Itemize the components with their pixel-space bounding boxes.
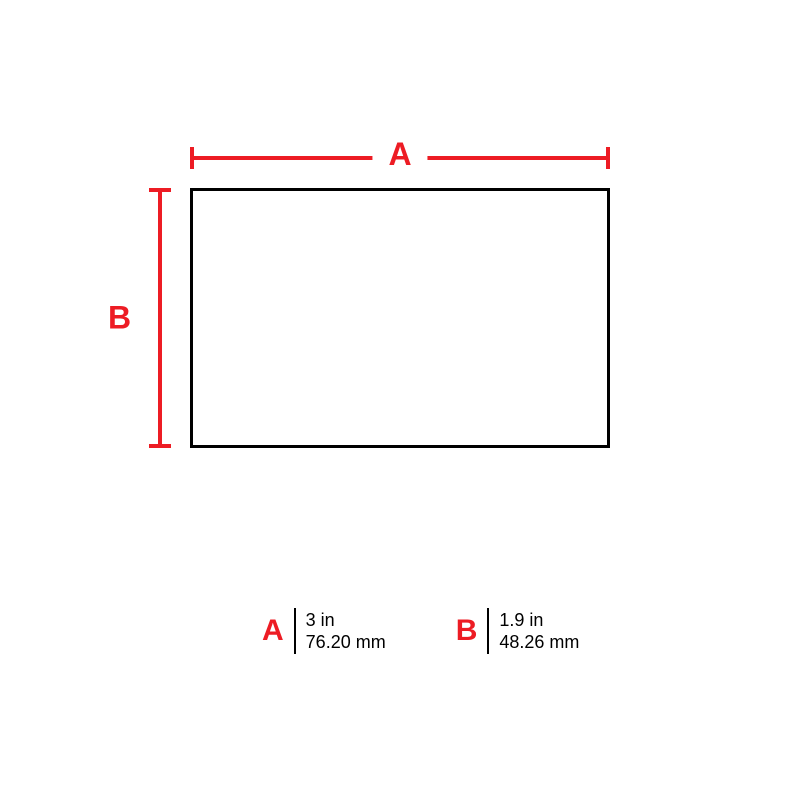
legend-item-a: A 3 in 76.20 mm (262, 608, 386, 654)
dimension-a-cap-right (606, 147, 610, 169)
legend-a-inches: 3 in (306, 609, 386, 632)
dimension-legend: A 3 in 76.20 mm B 1.9 in 48.26 mm (262, 608, 579, 654)
spec-rectangle (190, 188, 610, 448)
legend-letter-a: A (262, 614, 294, 648)
legend-a-mm: 76.20 mm (306, 631, 386, 654)
dimension-b-label: B (108, 290, 131, 347)
dimension-b-cap-top (149, 188, 171, 192)
legend-letter-b: B (456, 614, 488, 648)
dimension-b-cap-bottom (149, 444, 171, 448)
legend-item-b: B 1.9 in 48.26 mm (456, 608, 580, 654)
legend-b-inches: 1.9 in (499, 609, 579, 632)
dimension-a-label: A (372, 136, 427, 173)
dimension-diagram: A B A 3 in 76.20 mm B 1.9 in 48.26 mm (0, 0, 800, 800)
legend-b-mm: 48.26 mm (499, 631, 579, 654)
dimension-a-cap-left (190, 147, 194, 169)
dimension-b-line (158, 188, 162, 448)
